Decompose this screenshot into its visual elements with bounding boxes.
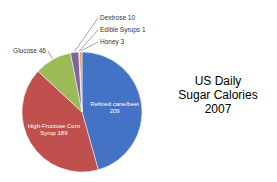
leader-line <box>74 18 98 51</box>
leader-line <box>81 42 98 51</box>
pie-slice <box>71 52 82 112</box>
slice-label: Honey 3 <box>100 38 125 46</box>
slice-label: Glucose 46 <box>13 47 46 54</box>
leader-line <box>48 51 52 59</box>
slice-label: Refined cane/beet209 <box>90 101 139 114</box>
slices <box>22 52 142 172</box>
pie-slice <box>80 52 82 112</box>
chart: Refined cane/beet209 High-Fructose CornSy… <box>0 0 277 182</box>
slice-label: Edible Syrups 1 <box>100 26 146 34</box>
slice-label: High-Fructose CornSyrup 189 <box>28 122 80 135</box>
labels: Refined cane/beet209 High-Fructose CornSy… <box>13 14 146 136</box>
leader-line <box>79 30 98 51</box>
pie-slice <box>79 52 82 112</box>
slice-label: Dextrose 10 <box>100 14 135 21</box>
chart-title: US DailySugar Calories2007 <box>178 74 257 116</box>
